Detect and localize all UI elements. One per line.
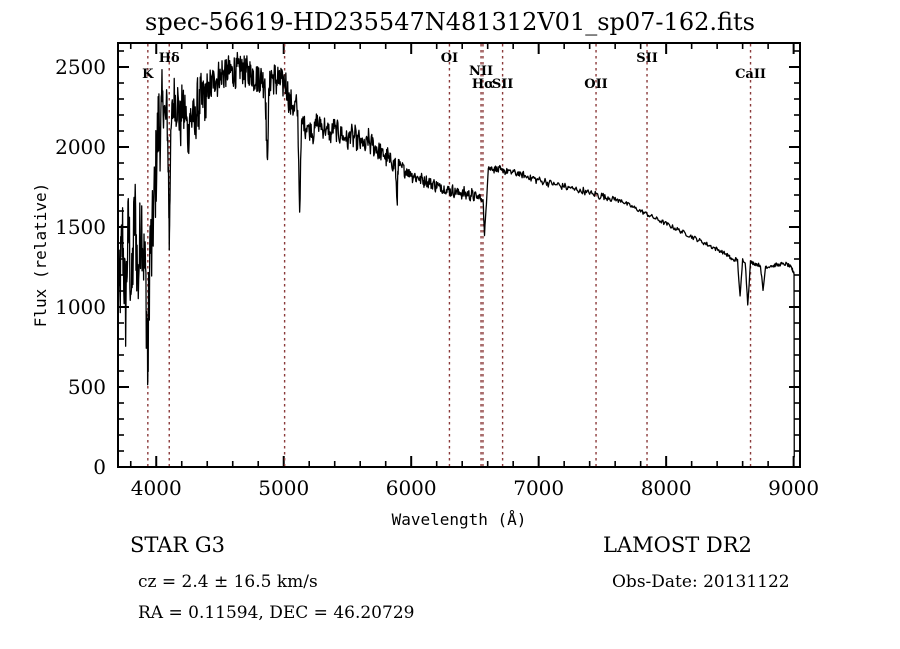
y-tick-label: 2500 xyxy=(55,55,106,79)
y-tick-label: 0 xyxy=(93,455,106,479)
x-tick-label: 7000 xyxy=(513,476,564,500)
spectrum-trace xyxy=(118,51,795,458)
x-tick-label: 6000 xyxy=(386,476,437,500)
y-tick-label: 2000 xyxy=(55,135,106,159)
spectral-line-label: K xyxy=(142,67,154,82)
spectral-line-label: Hα xyxy=(472,77,494,92)
y-tick-label: 1500 xyxy=(55,215,106,239)
spectral-line-label: CaII xyxy=(735,67,766,82)
spectral-line-label: SII xyxy=(636,51,658,66)
spectral-line-label: OI xyxy=(441,51,458,66)
y-tick-label: 500 xyxy=(68,375,106,399)
footer-cz: cz = 2.4 ± 16.5 km/s xyxy=(138,572,318,592)
x-tick-label: 5000 xyxy=(258,476,309,500)
spectral-line-label: NII xyxy=(469,64,493,79)
footer-object-type: STAR G3 xyxy=(130,533,226,557)
footer-coords: RA = 0.11594, DEC = 46.20729 xyxy=(138,603,415,623)
footer-survey: LAMOST DR2 xyxy=(603,533,752,557)
x-axis-label: Wavelength (Å) xyxy=(392,510,527,529)
page-title: spec-56619-HD235547N481312V01_sp07-162.f… xyxy=(145,8,755,36)
spectral-line-label: SII xyxy=(492,77,514,92)
x-tick-label: 4000 xyxy=(131,476,182,500)
footer-obs-date: Obs-Date: 20131122 xyxy=(612,572,790,592)
spectral-line-label: OII xyxy=(584,77,608,92)
spectral-line-label: Hδ xyxy=(159,51,180,66)
plot-frame xyxy=(117,42,801,468)
y-tick-label: 1000 xyxy=(55,295,106,319)
x-tick-label: 9000 xyxy=(768,476,819,500)
y-axis-label: Flux (relative) xyxy=(31,183,50,328)
x-tick-label: 8000 xyxy=(641,476,692,500)
